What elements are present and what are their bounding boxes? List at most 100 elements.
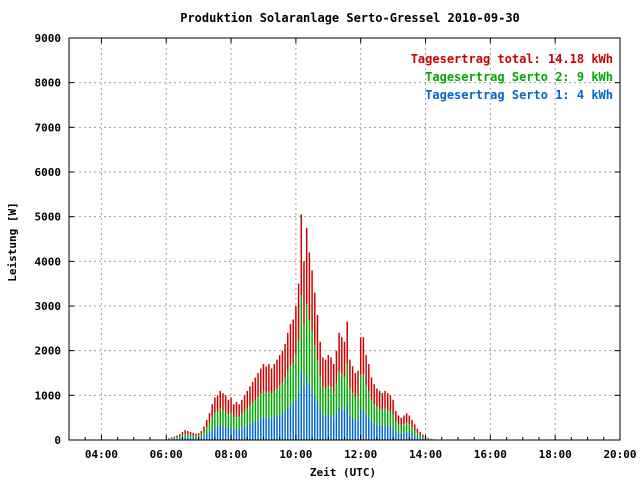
bar-serto1 bbox=[219, 425, 221, 440]
bar-serto1 bbox=[208, 431, 211, 440]
bar-serto2 bbox=[219, 408, 221, 426]
bar-serto2 bbox=[230, 412, 232, 428]
bar-total bbox=[322, 357, 324, 388]
bar-serto1 bbox=[243, 426, 246, 440]
bar-serto1 bbox=[287, 407, 289, 440]
x-tick-label: 08:00 bbox=[214, 448, 247, 461]
bar-serto1 bbox=[278, 414, 281, 440]
bar-serto1 bbox=[300, 372, 303, 440]
bar-serto2 bbox=[249, 405, 251, 424]
bar-total bbox=[292, 319, 294, 363]
bar-serto2 bbox=[295, 354, 297, 400]
bar-serto1 bbox=[292, 403, 294, 440]
bar-total bbox=[184, 430, 186, 434]
bar-serto2 bbox=[422, 436, 424, 439]
bar-serto1 bbox=[376, 424, 378, 440]
legend-item-serto1: Tagesertrag Serto 1: 4 kWh bbox=[425, 88, 613, 102]
bar-serto1 bbox=[206, 433, 208, 440]
bar-serto1 bbox=[238, 429, 240, 440]
x-axis: 04:00 06:00 08:00 10:00 12:00 14:00 16:00 18:00… bbox=[68, 38, 637, 461]
bar-serto2 bbox=[235, 415, 238, 429]
x-tick-label: 18:00 bbox=[539, 448, 572, 461]
bar-serto1 bbox=[265, 417, 267, 440]
bar-serto1 bbox=[378, 425, 381, 440]
bar-serto2 bbox=[373, 404, 375, 424]
bar-total bbox=[327, 355, 330, 386]
bar-total bbox=[319, 341, 321, 378]
bar-total bbox=[386, 393, 389, 410]
bar-total bbox=[392, 399, 394, 415]
bar-total bbox=[411, 419, 413, 428]
x-tick-label: 04:00 bbox=[85, 448, 118, 461]
bar-serto2 bbox=[243, 411, 246, 427]
bar-serto2 bbox=[281, 382, 284, 414]
bar-serto2 bbox=[241, 414, 243, 428]
bar-total bbox=[189, 431, 192, 435]
bar-total bbox=[170, 437, 173, 439]
bar-total bbox=[416, 428, 419, 433]
bar-serto1 bbox=[368, 417, 370, 440]
bar-total bbox=[343, 341, 346, 378]
legend: Tagesertrag total: 14.18 kWh Tagesertrag … bbox=[411, 52, 613, 102]
bar-serto2 bbox=[330, 387, 332, 416]
y-axis: 0 1000 2000 3000 4000 5000 6000 7000 8000 9000 bbox=[35, 32, 620, 447]
bar-total bbox=[270, 368, 273, 395]
bar-total bbox=[397, 415, 400, 425]
bar-serto1 bbox=[365, 414, 367, 440]
bar-serto1 bbox=[173, 438, 176, 440]
bar-serto2 bbox=[362, 374, 365, 410]
bar-serto2 bbox=[395, 421, 397, 432]
bar-serto2 bbox=[341, 374, 343, 410]
bar-serto2 bbox=[292, 362, 294, 404]
bar-total bbox=[233, 404, 235, 418]
bar-total bbox=[265, 366, 267, 393]
bar-serto2 bbox=[314, 345, 316, 396]
y-tick-label: 5000 bbox=[35, 211, 62, 224]
bar-serto1 bbox=[216, 426, 219, 440]
bar-total bbox=[227, 399, 230, 415]
bar-total bbox=[206, 419, 208, 428]
bar-total bbox=[341, 337, 343, 375]
bar-total bbox=[338, 332, 340, 372]
y-tick-label: 8000 bbox=[35, 77, 62, 90]
bar-total bbox=[365, 355, 367, 386]
bar-serto1 bbox=[233, 429, 235, 440]
bar-serto2 bbox=[419, 434, 421, 438]
bar-serto2 bbox=[359, 374, 362, 410]
bar-serto1 bbox=[176, 438, 178, 440]
bar-serto1 bbox=[389, 426, 392, 440]
bar-serto2 bbox=[384, 408, 386, 426]
bar-total bbox=[376, 388, 378, 408]
bar-serto1 bbox=[246, 425, 249, 440]
bar-serto1 bbox=[289, 405, 292, 440]
bar-total bbox=[419, 431, 421, 435]
bar-serto1 bbox=[338, 407, 340, 440]
bar-total bbox=[262, 364, 265, 392]
bar-serto2 bbox=[289, 365, 292, 406]
bar-serto2 bbox=[386, 409, 389, 426]
bar-serto2 bbox=[257, 397, 259, 420]
bar-serto2 bbox=[287, 371, 289, 408]
x-tick-label: 14:00 bbox=[409, 448, 442, 461]
bar-serto2 bbox=[332, 391, 335, 418]
bar-total bbox=[311, 270, 313, 332]
bar-serto2 bbox=[346, 364, 348, 405]
bar-total bbox=[295, 306, 297, 355]
legend-item-total: Tagesertrag total: 14.18 kWh bbox=[411, 52, 613, 66]
bar-serto1 bbox=[343, 410, 346, 440]
x-tick-label: 12:00 bbox=[344, 448, 377, 461]
y-tick-label: 3000 bbox=[35, 300, 62, 313]
bar-serto1 bbox=[303, 386, 305, 440]
bar-serto1 bbox=[384, 425, 386, 440]
bar-serto1 bbox=[357, 419, 359, 440]
bar-serto2 bbox=[222, 409, 224, 426]
bar-total bbox=[316, 314, 319, 360]
bar-serto2 bbox=[214, 412, 216, 428]
bar-total bbox=[273, 364, 276, 392]
bar-serto2 bbox=[260, 394, 262, 419]
bar-total bbox=[381, 393, 384, 410]
y-tick-label: 0 bbox=[54, 434, 61, 447]
bar-serto1 bbox=[349, 415, 351, 440]
y-axis-label: Leistung [W] bbox=[6, 202, 19, 281]
bar-serto1 bbox=[273, 417, 276, 440]
